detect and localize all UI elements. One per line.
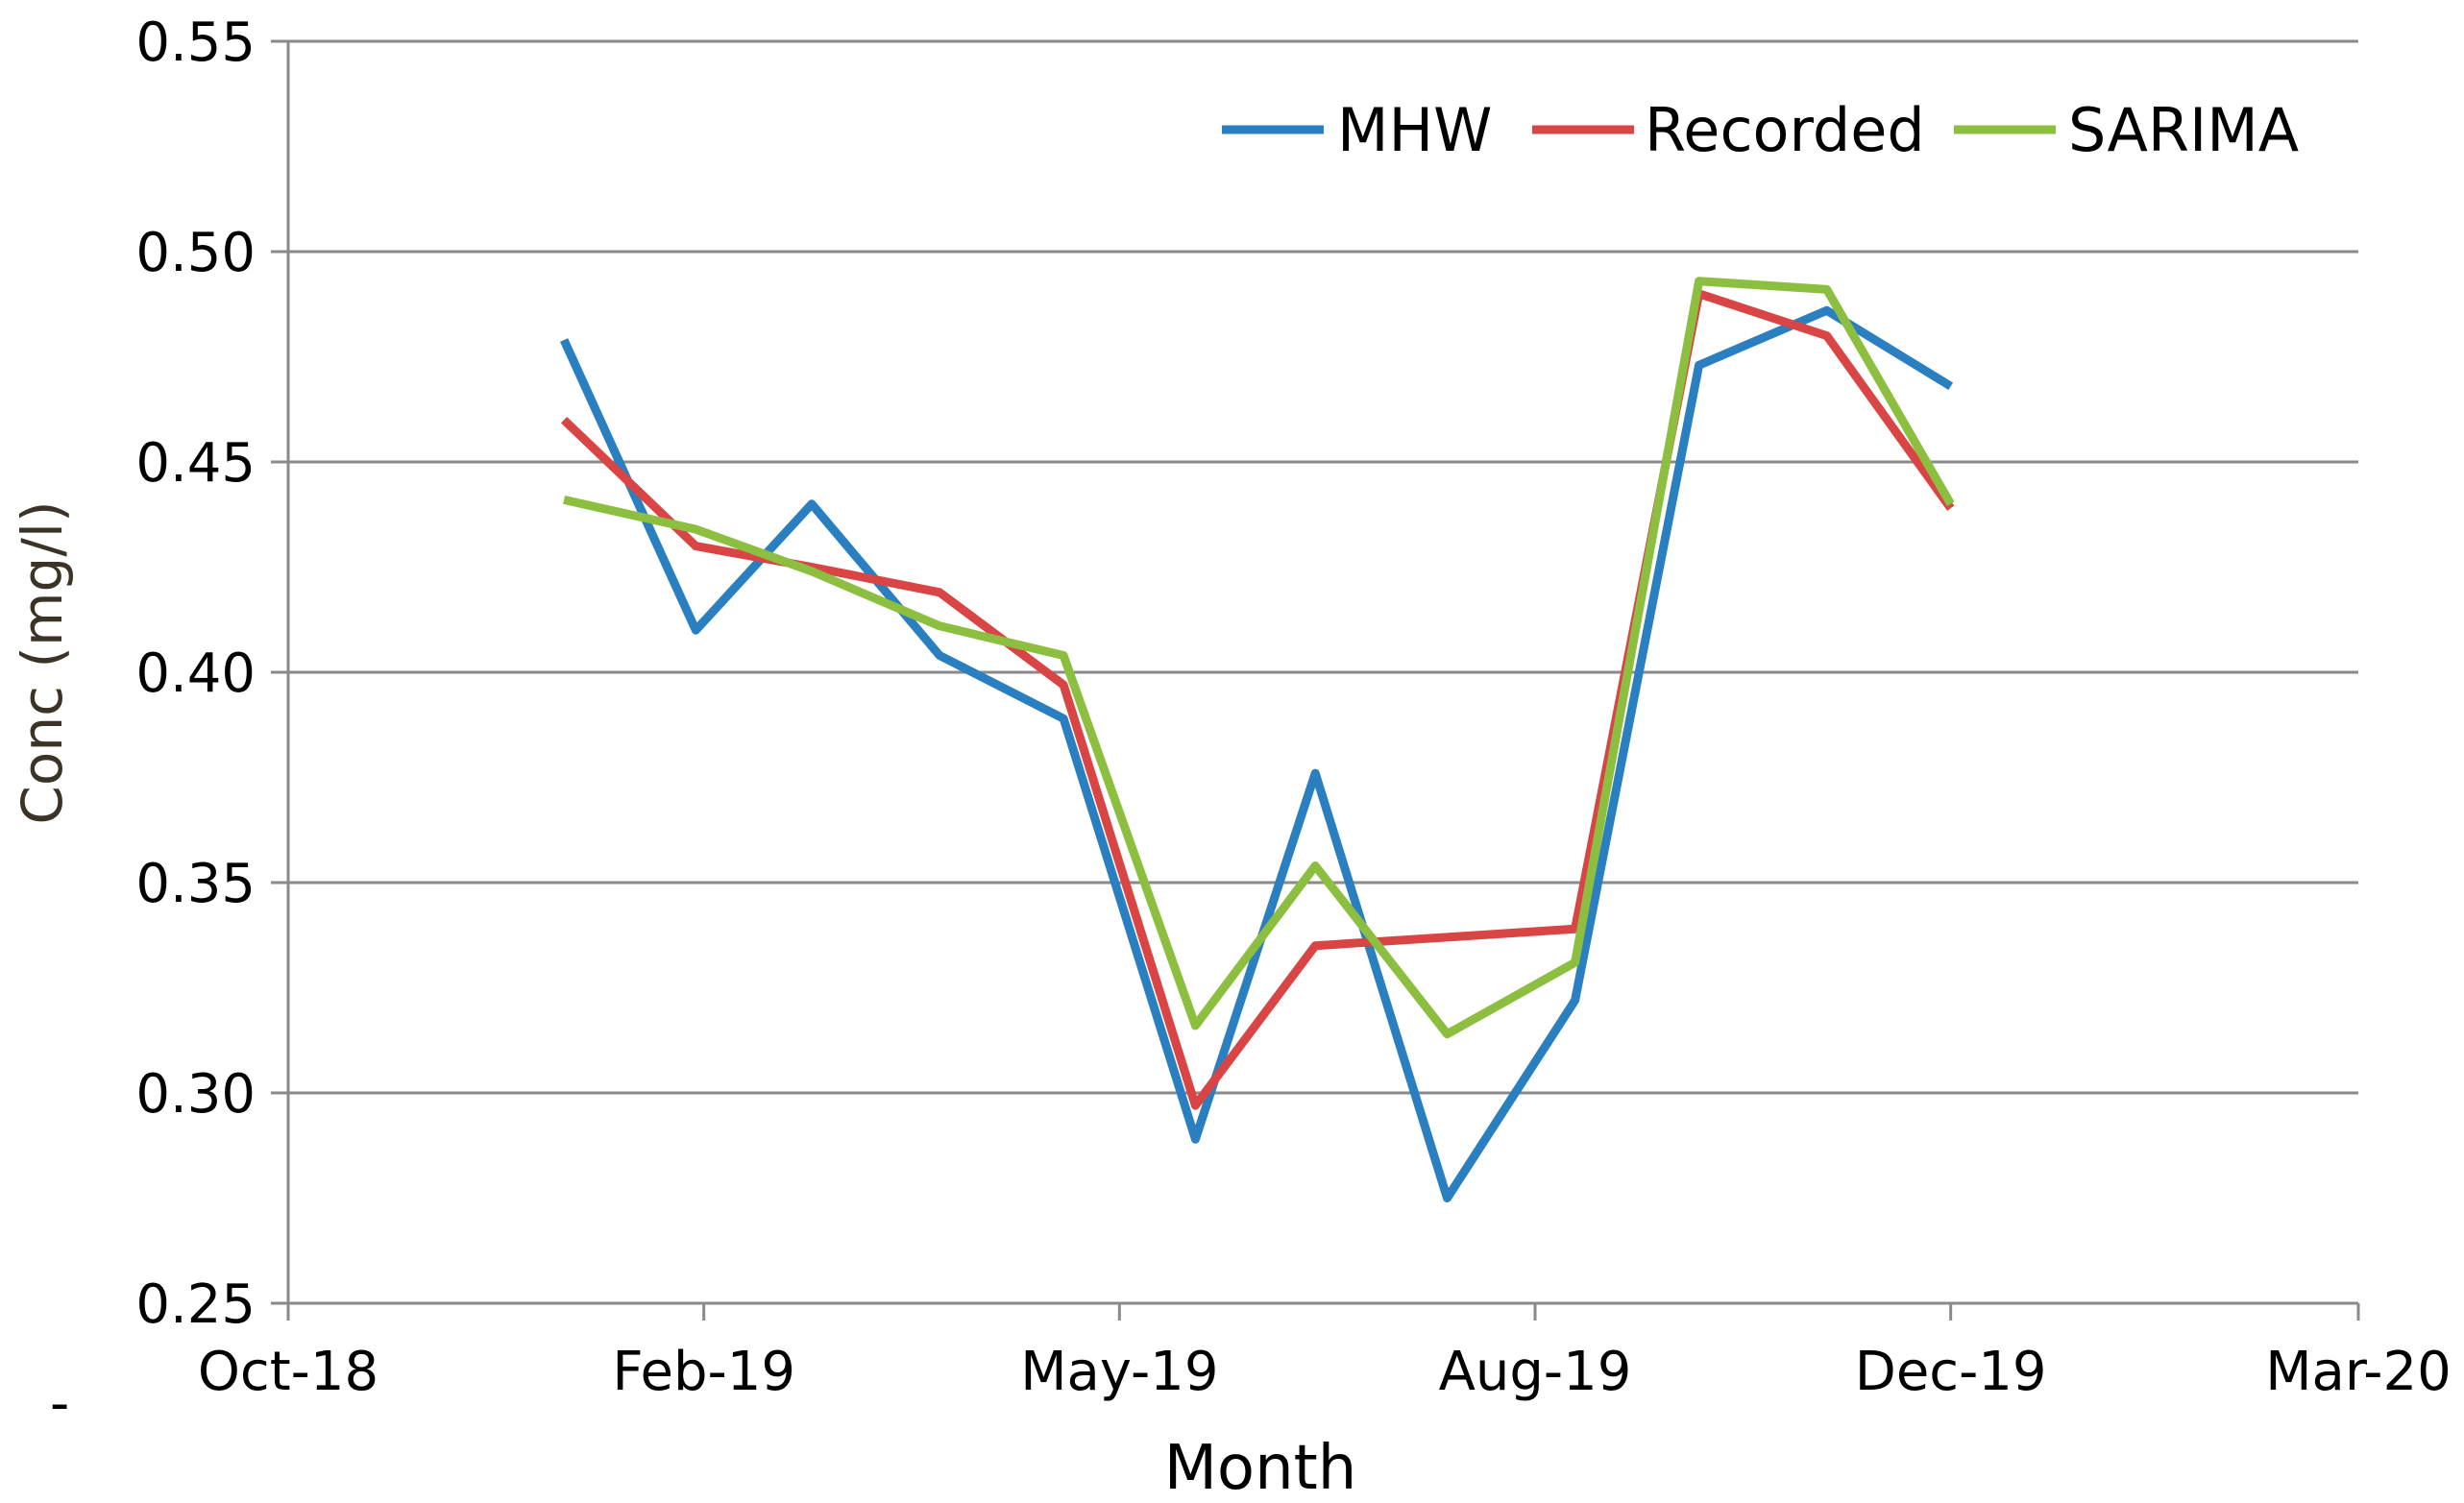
x-tick-label: Aug-19 [1439,1341,1632,1403]
x-tick-labels: Oct-18 Feb-19 May-19 Aug-19 Dec-19 Mar-20 [198,1341,2452,1403]
y-tick-label: 0.45 [135,432,256,495]
y-tick-label: 0.50 [135,222,256,284]
x-tick-label: Mar-20 [2265,1341,2452,1403]
gridlines [288,39,2358,1095]
axes [271,39,2360,1321]
series-lines [560,277,1955,1202]
x-tick-label: Feb-19 [612,1341,795,1403]
series-line-recorded [560,289,1955,1110]
y-tick-label: 0.55 [135,12,256,74]
series-line-mhw [560,305,1954,1202]
stray-dash-mark: - [50,1372,69,1435]
series-line-sarima [563,277,1955,1039]
x-tick-label: Dec-19 [1855,1341,2047,1403]
x-axis-title: Month [1164,1433,1357,1503]
x-tick-label: May-19 [1020,1341,1218,1403]
y-tick-label: 0.30 [135,1063,256,1126]
y-tick-label: 0.35 [135,853,256,915]
legend: MHW Recorded SARIMA [1222,95,2299,165]
x-tick-label: Oct-18 [198,1341,378,1403]
y-axis-title: Conc (mg/l) [10,500,75,824]
y-tick-label: 0.40 [135,642,256,705]
legend-label-sarima: SARIMA [2068,95,2299,165]
legend-label-recorded: Recorded [1645,95,1925,165]
legend-label-mhw: MHW [1337,95,1492,165]
y-tick-label: 0.25 [135,1273,256,1336]
y-tick-labels: 0.25 0.30 0.35 0.40 0.45 0.50 0.55 [135,12,256,1336]
